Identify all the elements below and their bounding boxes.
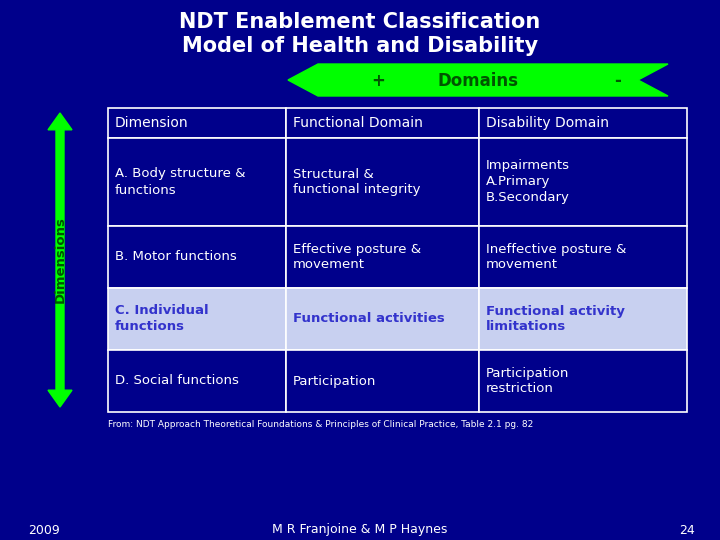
Text: B. Motor functions: B. Motor functions bbox=[115, 251, 237, 264]
Text: Ineffective posture &
movement: Ineffective posture & movement bbox=[486, 242, 626, 272]
Text: Disability Domain: Disability Domain bbox=[486, 116, 609, 130]
Text: Impairments
A.Primary
B.Secondary: Impairments A.Primary B.Secondary bbox=[486, 159, 570, 205]
Text: C. Individual
functions: C. Individual functions bbox=[115, 305, 209, 334]
Bar bbox=[108, 350, 286, 412]
Text: Functional activity
limitations: Functional activity limitations bbox=[486, 305, 625, 334]
Text: -: - bbox=[615, 72, 621, 90]
Polygon shape bbox=[288, 64, 668, 96]
Text: From: NDT Approach Theoretical Foundations & Principles of Clinical Practice, Ta: From: NDT Approach Theoretical Foundatio… bbox=[108, 420, 534, 429]
Bar bbox=[286, 288, 479, 350]
Bar bbox=[108, 108, 286, 138]
Bar bbox=[286, 350, 479, 412]
Bar bbox=[479, 108, 687, 138]
Text: 24: 24 bbox=[679, 523, 695, 537]
Text: M R Franjoine & M P Haynes: M R Franjoine & M P Haynes bbox=[272, 523, 448, 537]
Text: 2009: 2009 bbox=[28, 523, 60, 537]
Text: D. Social functions: D. Social functions bbox=[115, 375, 239, 388]
Text: +: + bbox=[371, 72, 385, 90]
Bar bbox=[286, 138, 479, 226]
Text: Functional activities: Functional activities bbox=[293, 313, 445, 326]
Bar bbox=[479, 226, 687, 288]
Text: Dimensions: Dimensions bbox=[53, 217, 66, 303]
Text: A. Body structure &
functions: A. Body structure & functions bbox=[115, 167, 246, 197]
Bar bbox=[479, 288, 687, 350]
Text: Dimension: Dimension bbox=[115, 116, 189, 130]
Text: NDT Enablement Classification: NDT Enablement Classification bbox=[179, 12, 541, 32]
Text: Model of Health and Disability: Model of Health and Disability bbox=[182, 36, 538, 56]
Bar bbox=[286, 226, 479, 288]
Text: Participation
restriction: Participation restriction bbox=[486, 367, 570, 395]
Bar bbox=[108, 226, 286, 288]
Bar bbox=[108, 138, 286, 226]
Bar bbox=[108, 288, 286, 350]
Polygon shape bbox=[48, 113, 72, 407]
Bar bbox=[286, 108, 479, 138]
Text: Participation: Participation bbox=[293, 375, 377, 388]
Text: Domains: Domains bbox=[438, 72, 518, 90]
Text: Structural &
functional integrity: Structural & functional integrity bbox=[293, 167, 420, 197]
Bar bbox=[479, 350, 687, 412]
Text: Functional Domain: Functional Domain bbox=[293, 116, 423, 130]
Text: Effective posture &
movement: Effective posture & movement bbox=[293, 242, 421, 272]
Bar bbox=[479, 138, 687, 226]
